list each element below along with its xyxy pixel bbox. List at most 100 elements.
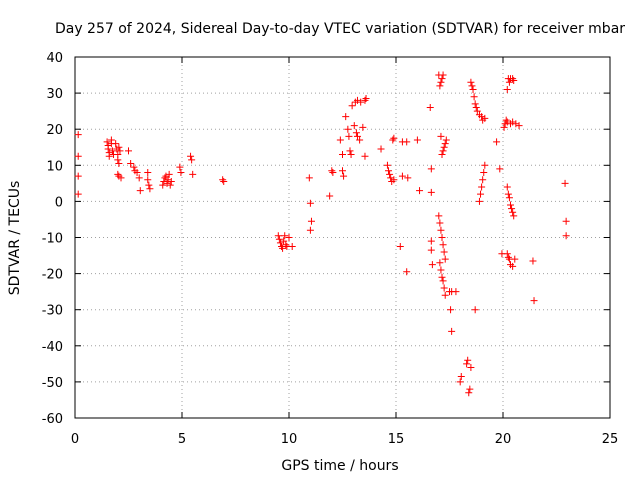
data-point	[480, 169, 488, 177]
data-point	[177, 169, 185, 177]
data-point	[456, 378, 464, 386]
data-point	[276, 239, 284, 247]
data-point	[403, 138, 411, 146]
data-point	[165, 170, 173, 178]
data-point	[162, 172, 170, 180]
data-point	[468, 82, 476, 90]
data-point	[512, 120, 520, 128]
data-point	[505, 78, 513, 86]
y-tick-label: -10	[42, 232, 63, 247]
data-point	[562, 217, 570, 225]
data-point	[441, 255, 449, 263]
data-point	[472, 104, 480, 112]
data-point	[416, 187, 424, 195]
data-point	[390, 176, 398, 184]
data-point	[389, 136, 397, 144]
y-tick-label: 30	[46, 87, 63, 102]
data-point	[438, 234, 446, 241]
data-point	[439, 277, 447, 285]
data-point	[348, 102, 356, 110]
data-point	[471, 100, 479, 108]
data-point	[481, 114, 489, 122]
data-point	[160, 178, 168, 186]
data-point	[438, 150, 446, 158]
data-point	[362, 95, 370, 103]
data-point	[505, 194, 513, 202]
data-point	[105, 152, 113, 160]
data-point	[114, 170, 122, 178]
data-point	[466, 385, 474, 393]
data-point	[275, 235, 283, 243]
data-point	[478, 183, 486, 191]
data-point	[437, 266, 445, 274]
data-point	[437, 132, 445, 140]
data-point	[74, 190, 82, 198]
data-point	[288, 243, 296, 251]
data-point	[166, 181, 174, 189]
data-point	[465, 389, 473, 397]
data-point	[161, 174, 169, 182]
x-tick-label: 25	[602, 432, 619, 447]
data-point	[437, 78, 445, 86]
data-point	[457, 372, 465, 380]
data-point	[464, 356, 472, 364]
data-point	[471, 306, 479, 314]
data-point	[285, 234, 293, 241]
data-point	[438, 273, 446, 281]
data-point	[306, 199, 314, 207]
data-points	[74, 71, 570, 397]
data-point	[440, 284, 448, 292]
data-point	[383, 161, 391, 169]
data-point	[144, 169, 152, 177]
data-point	[504, 190, 512, 198]
data-point	[377, 145, 385, 153]
data-point	[390, 134, 398, 142]
data-point	[447, 306, 455, 314]
y-axis-label: SDTVAR / TECUs	[7, 181, 23, 296]
data-point	[441, 140, 449, 148]
data-point	[428, 261, 436, 269]
data-point	[561, 179, 569, 187]
data-point	[503, 85, 511, 93]
data-point	[413, 136, 421, 144]
y-tick-label: -30	[42, 304, 63, 319]
data-point	[104, 145, 112, 153]
data-point	[436, 82, 444, 90]
data-point	[114, 156, 122, 164]
data-point	[427, 165, 435, 173]
data-point	[274, 232, 282, 240]
data-point	[189, 170, 197, 178]
x-tick-label: 5	[178, 432, 186, 447]
data-point	[127, 159, 135, 167]
data-point	[353, 96, 361, 104]
data-point	[386, 170, 394, 178]
y-tick-label: -60	[42, 412, 63, 427]
data-point	[435, 212, 443, 220]
data-point	[146, 185, 154, 193]
data-point	[136, 187, 144, 195]
data-point	[353, 132, 361, 140]
data-point	[352, 129, 360, 137]
data-point	[346, 147, 354, 155]
data-point	[508, 205, 516, 213]
data-point	[440, 143, 448, 151]
data-point	[219, 176, 227, 184]
data-point	[511, 255, 519, 263]
data-point	[359, 123, 367, 131]
data-point	[133, 169, 141, 177]
data-point	[306, 226, 314, 234]
data-point	[282, 241, 290, 249]
y-tick-label: 10	[46, 159, 63, 174]
y-tick-label: -20	[42, 268, 63, 283]
data-point	[305, 174, 313, 182]
y-tick-label: 0	[55, 195, 63, 210]
data-point	[167, 178, 175, 186]
data-point	[342, 113, 350, 121]
data-point	[112, 140, 120, 148]
data-point	[452, 288, 460, 296]
data-point	[103, 138, 111, 146]
data-point	[439, 71, 447, 79]
data-point	[427, 188, 435, 196]
data-point	[442, 136, 450, 144]
data-point	[108, 147, 116, 155]
